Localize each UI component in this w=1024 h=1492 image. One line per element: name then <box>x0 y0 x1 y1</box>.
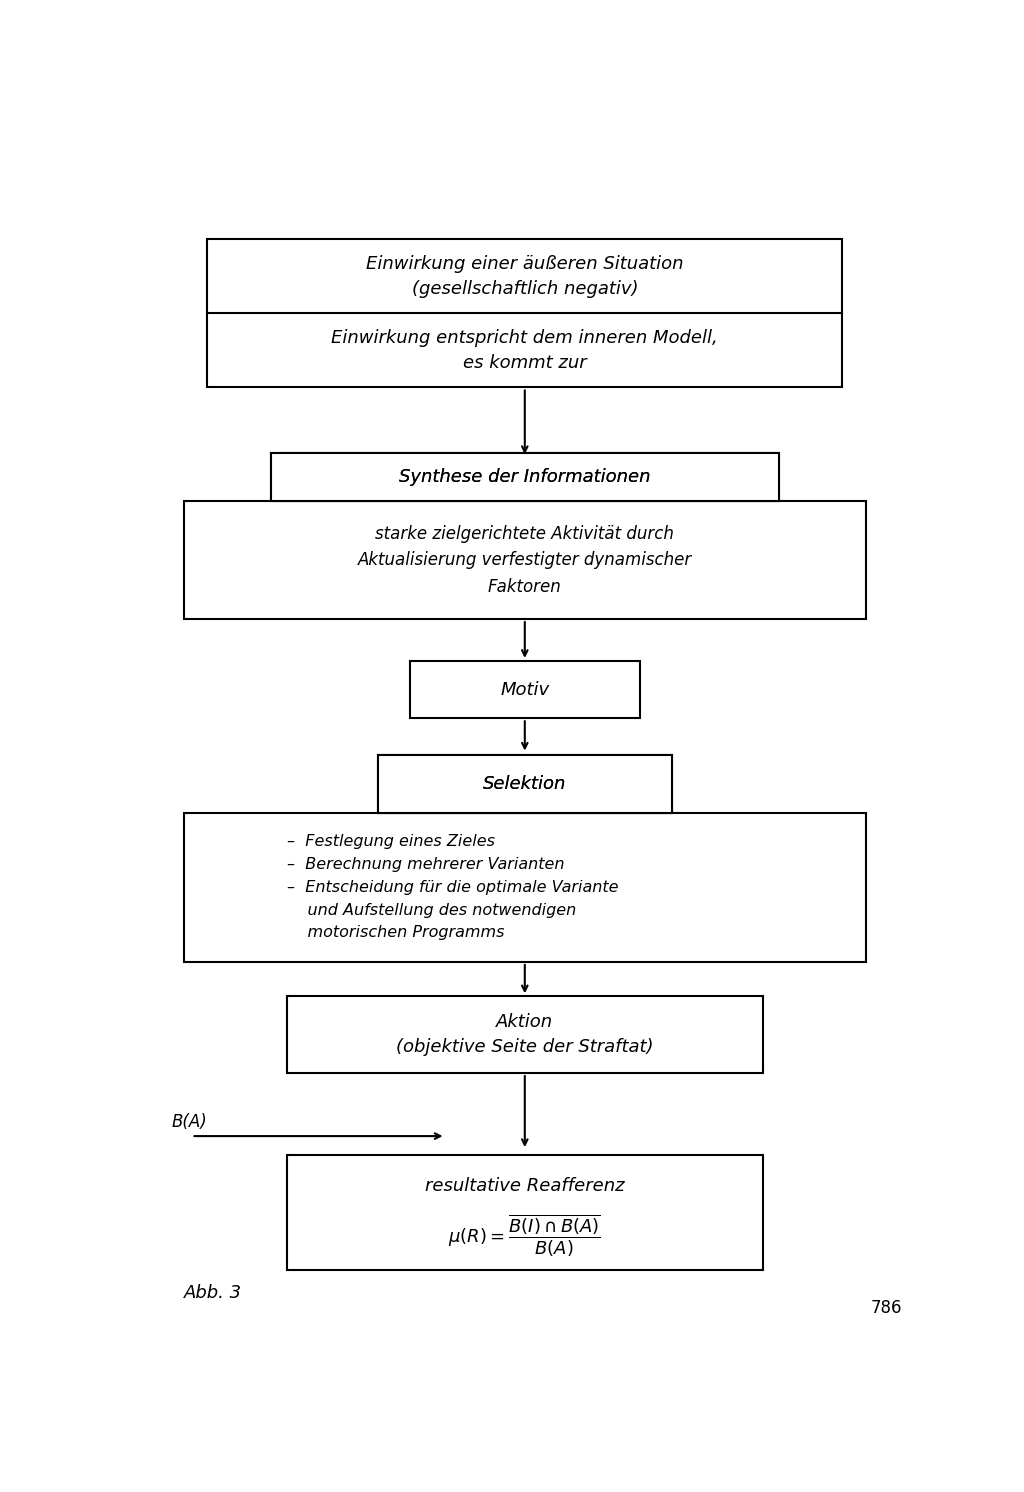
Bar <box>183 501 866 619</box>
Text: Motiv: Motiv <box>501 680 549 698</box>
Text: Aktion
(objektive Seite der Straftat): Aktion (objektive Seite der Straftat) <box>396 1013 653 1056</box>
Text: Synthese der Informationen: Synthese der Informationen <box>399 468 650 486</box>
Text: resultative Reafferenz: resultative Reafferenz <box>425 1177 625 1195</box>
Text: B(A): B(A) <box>172 1113 208 1131</box>
Bar <box>410 661 640 718</box>
Text: Einwirkung einer äußeren Situation
(gesellschaftlich negativ): Einwirkung einer äußeren Situation (gese… <box>366 255 684 298</box>
Text: Selektion: Selektion <box>483 774 566 794</box>
Bar <box>378 755 672 813</box>
Bar <box>287 1155 763 1270</box>
Text: –  Festlegung eines Zieles
–  Berechnung mehrerer Varianten
–  Entscheidung für : – Festlegung eines Zieles – Berechnung m… <box>287 834 618 940</box>
Text: Abb. 3: Abb. 3 <box>183 1285 242 1303</box>
Bar <box>207 239 843 388</box>
Bar <box>270 454 779 501</box>
Text: Einwirkung entspricht dem inneren Modell,
es kommt zur: Einwirkung entspricht dem inneren Modell… <box>332 328 718 372</box>
Bar <box>287 997 763 1073</box>
Text: Selektion: Selektion <box>483 774 566 794</box>
Text: starke zielgerichtete Aktivität durch
Aktualisierung verfestigter dynamischer
Fa: starke zielgerichtete Aktivität durch Ak… <box>357 525 692 595</box>
Text: $\mu(R) = \dfrac{\overline{B(I) \cap B(A)}}{B(A)}$: $\mu(R) = \dfrac{\overline{B(I) \cap B(A… <box>449 1213 601 1259</box>
Bar <box>183 813 866 962</box>
Bar <box>378 755 672 813</box>
Text: Synthese der Informationen: Synthese der Informationen <box>399 468 650 486</box>
Bar <box>270 454 779 501</box>
Text: 786: 786 <box>870 1298 902 1317</box>
